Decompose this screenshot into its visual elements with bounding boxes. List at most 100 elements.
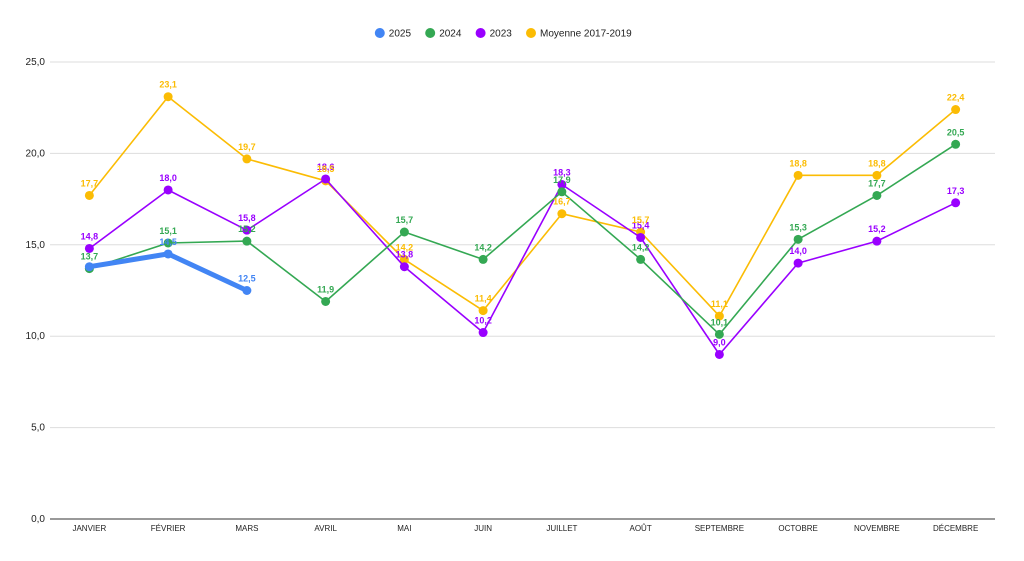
data-label-2023: 18,6 <box>317 162 335 172</box>
data-label-moyenne-2017-2019: 17,7 <box>81 178 99 188</box>
data-label-2023: 9,0 <box>713 337 726 347</box>
x-tick-label: AVRIL <box>314 524 337 533</box>
x-tick-label: FÉVRIER <box>151 524 186 533</box>
data-point-moyenne-2017-2019 <box>163 92 173 102</box>
data-point-2023 <box>636 232 646 242</box>
data-label-2024: 15,3 <box>789 222 807 232</box>
data-point-2023 <box>951 198 961 208</box>
data-labels: 14,5 12,5 13,7 15,1 15,2 11,9 15,7 14,2 17,9 14,2… <box>81 80 965 348</box>
data-label-moyenne-2017-2019: 23,1 <box>159 80 177 90</box>
data-point-moyenne-2017-2019 <box>242 154 252 164</box>
x-tick-label: JUIN <box>474 524 492 533</box>
data-label-2023: 15,8 <box>238 213 256 223</box>
data-point-2024 <box>399 227 409 237</box>
series-line-2025 <box>86 251 250 293</box>
x-tick-label: AOÛT <box>630 524 652 533</box>
legend-item-2025: 2025 <box>374 28 412 40</box>
data-label-2024: 15,7 <box>396 215 414 225</box>
x-tick-label: DÉCEMBRE <box>933 524 978 533</box>
data-point-2024 <box>321 296 331 306</box>
legend-label: 2023 <box>490 29 513 40</box>
legend-label: 2024 <box>439 29 462 40</box>
data-point-2023 <box>163 185 173 195</box>
series-2023 <box>84 174 961 359</box>
data-label-moyenne-2017-2019: 22,4 <box>947 93 965 103</box>
series-2024 <box>84 139 961 339</box>
data-point-moyenne-2017-2019 <box>872 170 882 180</box>
legend-label: 2025 <box>389 29 412 40</box>
data-point-moyenne-2017-2019 <box>793 170 803 180</box>
data-point-2023 <box>478 328 488 338</box>
data-point-2024 <box>163 238 173 248</box>
data-point-2025 <box>242 286 252 295</box>
x-tick-label: NOVEMBRE <box>854 524 900 533</box>
data-label-2025: 12,5 <box>238 274 256 284</box>
data-point-2023 <box>557 179 567 189</box>
data-point-2024 <box>714 329 724 339</box>
legend-label: Moyenne 2017-2019 <box>540 29 632 40</box>
data-label-2024: 17,9 <box>553 175 571 185</box>
data-label-2023: 13,8 <box>396 250 414 260</box>
legend-marker <box>475 28 486 38</box>
series-line-2024 <box>88 143 957 336</box>
data-point-moyenne-2017-2019 <box>478 306 488 316</box>
data-label-2024: 13,7 <box>81 252 99 262</box>
data-point-2024 <box>872 190 882 200</box>
data-point-2023 <box>321 174 331 184</box>
data-point-2024 <box>951 139 961 149</box>
y-tick-label: 25,0 <box>26 57 46 68</box>
y-tick-label: 5,0 <box>31 423 45 434</box>
data-label-moyenne-2017-2019: 18,5 <box>317 164 335 174</box>
data-point-2025 <box>163 249 173 259</box>
data-point-2023 <box>793 258 803 268</box>
legend-item-2023: 2023 <box>475 28 513 40</box>
legend-marker <box>526 28 536 38</box>
data-label-moyenne-2017-2019: 11,4 <box>475 294 492 304</box>
data-label-2023: 18,0 <box>159 173 177 183</box>
data-label-moyenne-2017-2019: 16,7 <box>553 197 571 207</box>
data-label-moyenne-2017-2019: 18,8 <box>789 158 807 168</box>
x-tick-label: OCTOBRE <box>778 524 817 533</box>
data-label-moyenne-2017-2019: 15,7 <box>632 215 650 225</box>
data-label-2024: 20,5 <box>947 127 965 137</box>
data-point-moyenne-2017-2019 <box>399 254 409 264</box>
data-point-2023 <box>84 243 94 253</box>
data-label-2023: 18,3 <box>553 167 571 177</box>
data-label-2024: 17,7 <box>868 178 886 188</box>
data-point-2023 <box>399 262 409 272</box>
data-point-2024 <box>557 187 567 197</box>
gridlines <box>50 61 995 429</box>
x-tick-label: JUILLET <box>546 524 577 533</box>
data-point-2025 <box>84 262 94 272</box>
y-tick-label: 20,0 <box>26 148 46 159</box>
data-point-2023 <box>242 225 252 235</box>
series-line-2023 <box>88 178 957 356</box>
data-label-2023: 14,0 <box>789 246 807 256</box>
x-tick-label: MARS <box>235 524 258 533</box>
y-tick-label: 0,0 <box>31 514 45 525</box>
legend-marker <box>374 28 385 38</box>
data-label-2024: 14,2 <box>632 242 650 252</box>
data-label-2023: 15,2 <box>868 224 886 234</box>
data-label-2023: 10,2 <box>474 316 492 326</box>
data-point-2024 <box>242 236 252 246</box>
legend: 2025 2024 2023 Moyenne 2017-2019 <box>374 28 632 40</box>
series-moyenne-2017-2019 <box>84 92 961 321</box>
data-label-moyenne-2017-2019: 11,1 <box>711 299 728 309</box>
y-tick-label: 10,0 <box>26 331 46 342</box>
data-point-2023 <box>714 349 724 359</box>
x-tick-label: SEPTEMBRE <box>695 524 744 533</box>
data-label-2024: 11,9 <box>317 284 334 294</box>
legend-item-moyenne-2017-2019: Moyenne 2017-2019 <box>526 28 632 40</box>
data-label-2023: 15,4 <box>632 220 650 230</box>
data-point-moyenne-2017-2019 <box>951 105 961 115</box>
data-label-2023: 14,8 <box>81 231 99 241</box>
x-tick-label: MAI <box>397 524 411 533</box>
series-2025 <box>84 249 252 295</box>
series <box>84 92 961 359</box>
data-point-moyenne-2017-2019 <box>84 190 94 200</box>
data-label-moyenne-2017-2019: 18,8 <box>868 158 886 168</box>
data-label-2023: 17,3 <box>947 186 965 196</box>
data-label-2025: 14,5 <box>159 237 177 247</box>
